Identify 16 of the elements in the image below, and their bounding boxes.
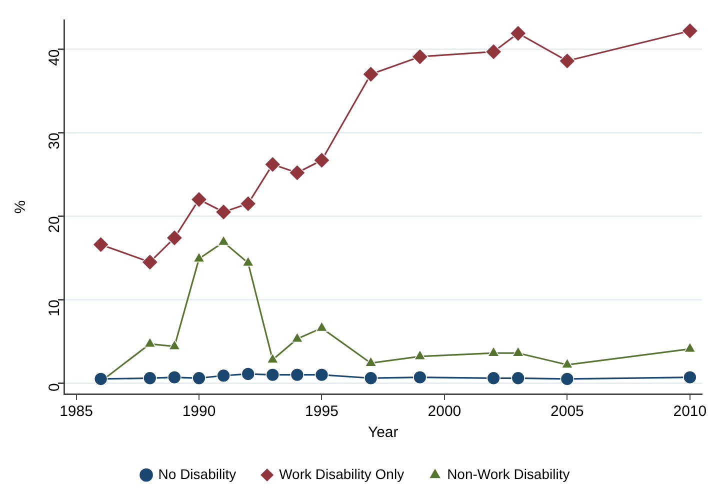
x-axis-title: Year xyxy=(368,424,398,442)
legend-label: No Disability xyxy=(158,466,236,482)
y-axis-title: % xyxy=(12,200,30,214)
y-tick-label: 20 xyxy=(46,216,64,233)
x-tick-label: 1995 xyxy=(305,403,338,420)
legend-label: Non-Work Disability xyxy=(447,466,570,482)
y-tick-label: 30 xyxy=(46,132,64,150)
x-tick-label: 2000 xyxy=(428,403,462,420)
x-tick-label: 1990 xyxy=(182,403,216,420)
x-tick-label: 2010 xyxy=(673,403,707,420)
y-tick-label: 40 xyxy=(46,49,64,66)
x-tick-label: 2005 xyxy=(550,403,584,420)
y-tick-label: 0 xyxy=(46,383,64,392)
x-tick-label: 1985 xyxy=(60,403,93,420)
y-tick-label: 10 xyxy=(46,300,64,316)
legend-label: Work Disability Only xyxy=(279,466,404,482)
